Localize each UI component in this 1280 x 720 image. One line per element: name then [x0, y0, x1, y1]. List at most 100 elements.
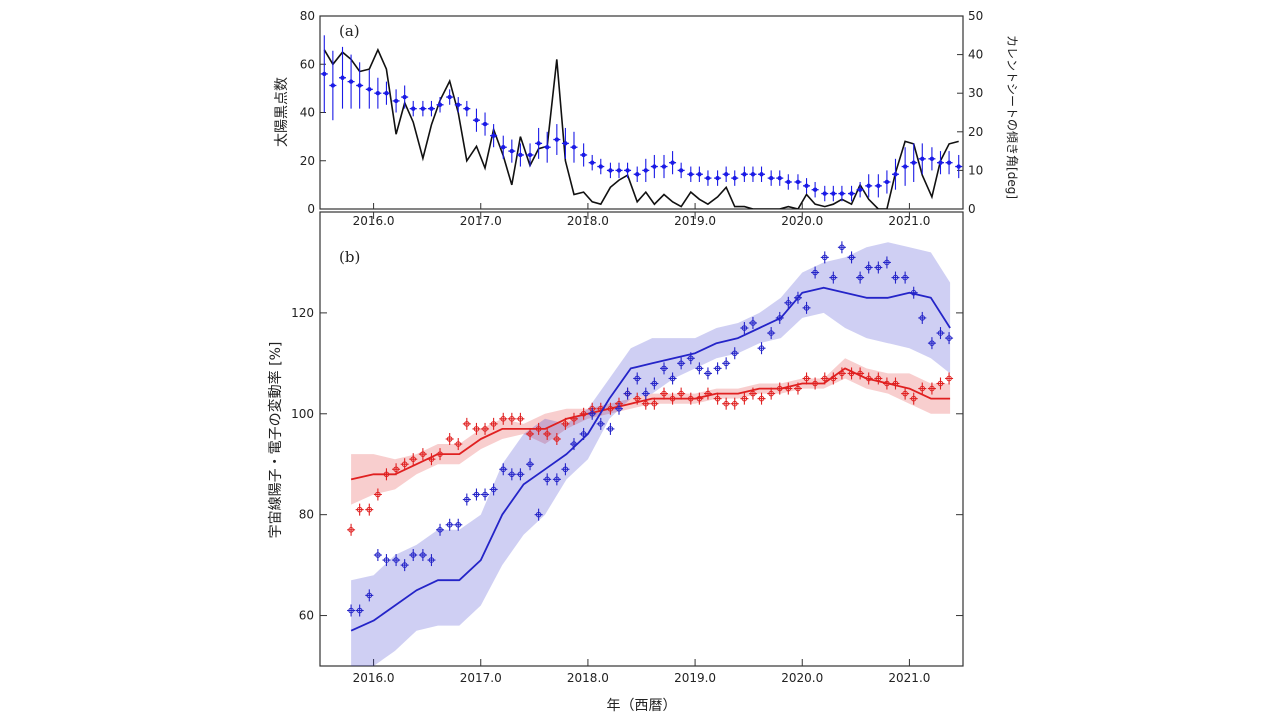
tilt-angle-point	[839, 191, 845, 196]
panel-a-x-tick-label: 2018.0	[567, 214, 609, 228]
panel-a-y2-tick-label: 10	[968, 163, 983, 177]
tilt-angle-point	[705, 175, 711, 181]
panel-a-y2-tick-label: 50	[968, 9, 983, 23]
electron-data-point	[366, 592, 373, 599]
proton-data-point	[929, 385, 935, 392]
tilt-angle-point	[625, 168, 630, 173]
tilt-angle-point	[831, 191, 836, 196]
proton-data-point	[634, 395, 641, 402]
electron-data-point	[795, 294, 801, 301]
electron-data-point	[348, 607, 354, 614]
panel-b-y-tick-label: 100	[291, 407, 314, 421]
tilt-angle-point	[527, 152, 533, 158]
electron-data-point	[527, 461, 533, 468]
tilt-angle-point	[857, 187, 863, 192]
electron-data-point	[375, 552, 381, 558]
proton-data-point	[758, 395, 765, 402]
proton-data-point	[527, 431, 533, 437]
panel-a-x-tick-label: 2017.0	[460, 214, 502, 228]
panel-b-x-tick-label: 2016.0	[353, 671, 395, 685]
tilt-angle-point	[777, 175, 782, 181]
panel-b-label: (b)	[339, 248, 360, 266]
panel-a-frame	[319, 15, 964, 210]
panel-a-label: (a)	[339, 22, 360, 40]
electron-data-point	[616, 405, 622, 412]
electron-data-point	[803, 305, 810, 311]
electron-data-point	[642, 390, 649, 397]
tilt-angle-point	[393, 98, 399, 104]
electron-data-point	[517, 471, 524, 478]
tilt-angle-point	[715, 175, 720, 181]
panel-a-y2-tick-label: 40	[968, 48, 983, 62]
panel-b-x-tick-label: 2017.0	[460, 671, 502, 685]
electron-data-point	[731, 350, 738, 357]
electron-data-point	[776, 315, 783, 321]
proton-data-point	[393, 466, 399, 473]
electron-data-point	[768, 330, 774, 336]
tilt-angle-point	[929, 156, 935, 162]
electron-data-point	[812, 269, 818, 276]
tilt-angle-point	[544, 145, 550, 150]
proton-data-point	[490, 421, 497, 427]
proton-data-point	[731, 400, 738, 407]
proton-model-line	[350, 367, 951, 481]
electron-data-point	[687, 355, 694, 362]
electron-data-point	[509, 471, 515, 478]
panel-a-y2-axis-title: カレントシートの傾き角[deg]	[1005, 35, 1019, 199]
tilt-angle-point	[804, 183, 809, 189]
tilt-angle-point	[946, 160, 952, 165]
tilt-angle-point	[464, 106, 470, 111]
proton-data-point	[554, 436, 560, 442]
panel-a-y2-tick-label: 20	[968, 125, 983, 139]
tilt-angle-point	[635, 172, 640, 177]
proton-data-point	[500, 416, 507, 422]
tilt-angle-point	[608, 168, 613, 173]
proton-data-point	[446, 436, 453, 442]
electron-data-point	[937, 330, 944, 336]
electron-data-point	[661, 365, 667, 372]
electron-data-point	[714, 365, 721, 372]
panel-b-y-tick-label: 80	[299, 508, 314, 522]
proton-data-point	[803, 375, 810, 382]
electron-data-point	[848, 254, 855, 261]
electron-data-point	[428, 557, 435, 563]
tilt-angle-point	[411, 106, 416, 111]
proton-data-point	[509, 416, 515, 422]
tilt-angle-point	[678, 168, 684, 173]
proton-data-point	[366, 506, 373, 513]
electron-data-point	[919, 315, 926, 321]
electron-data-point	[473, 491, 480, 498]
proton-data-point	[768, 390, 774, 397]
electron-data-point	[821, 254, 828, 261]
electron-data-point	[929, 340, 935, 346]
tilt-angle-point	[884, 179, 890, 185]
electron-data-point	[678, 360, 684, 367]
sunspot-number-line	[323, 47, 959, 209]
panel-b-x-tick-label: 2019.0	[674, 671, 716, 685]
panel-a-data	[320, 35, 963, 209]
tilt-angle-point	[509, 148, 515, 154]
tilt-angle-point	[367, 87, 372, 92]
tilt-angle-point	[518, 152, 523, 158]
panel-a-y-tick-label: 0	[307, 202, 315, 216]
tilt-angle-point	[911, 160, 916, 165]
electron-data-point	[865, 264, 872, 271]
panel-a-y-tick-label: 80	[300, 9, 315, 23]
electron-data-point	[554, 476, 560, 483]
tilt-angle-point	[384, 91, 389, 96]
tilt-angle-point	[501, 145, 506, 150]
electron-data-point	[875, 264, 882, 271]
electron-data-point	[410, 552, 417, 558]
tilt-angle-point	[688, 172, 693, 177]
electron-data-point	[562, 466, 569, 473]
electron-data-point	[651, 380, 658, 387]
electron-data-point	[785, 300, 792, 306]
tilt-angle-point	[902, 164, 908, 169]
electron-model-line	[350, 286, 951, 632]
electron-data-point	[946, 335, 952, 341]
electron-data-point	[634, 375, 641, 382]
proton-data-point	[464, 421, 470, 427]
tilt-angle-point	[437, 102, 443, 107]
proton-data-point	[661, 390, 667, 397]
tilt-angle-point	[759, 172, 764, 177]
